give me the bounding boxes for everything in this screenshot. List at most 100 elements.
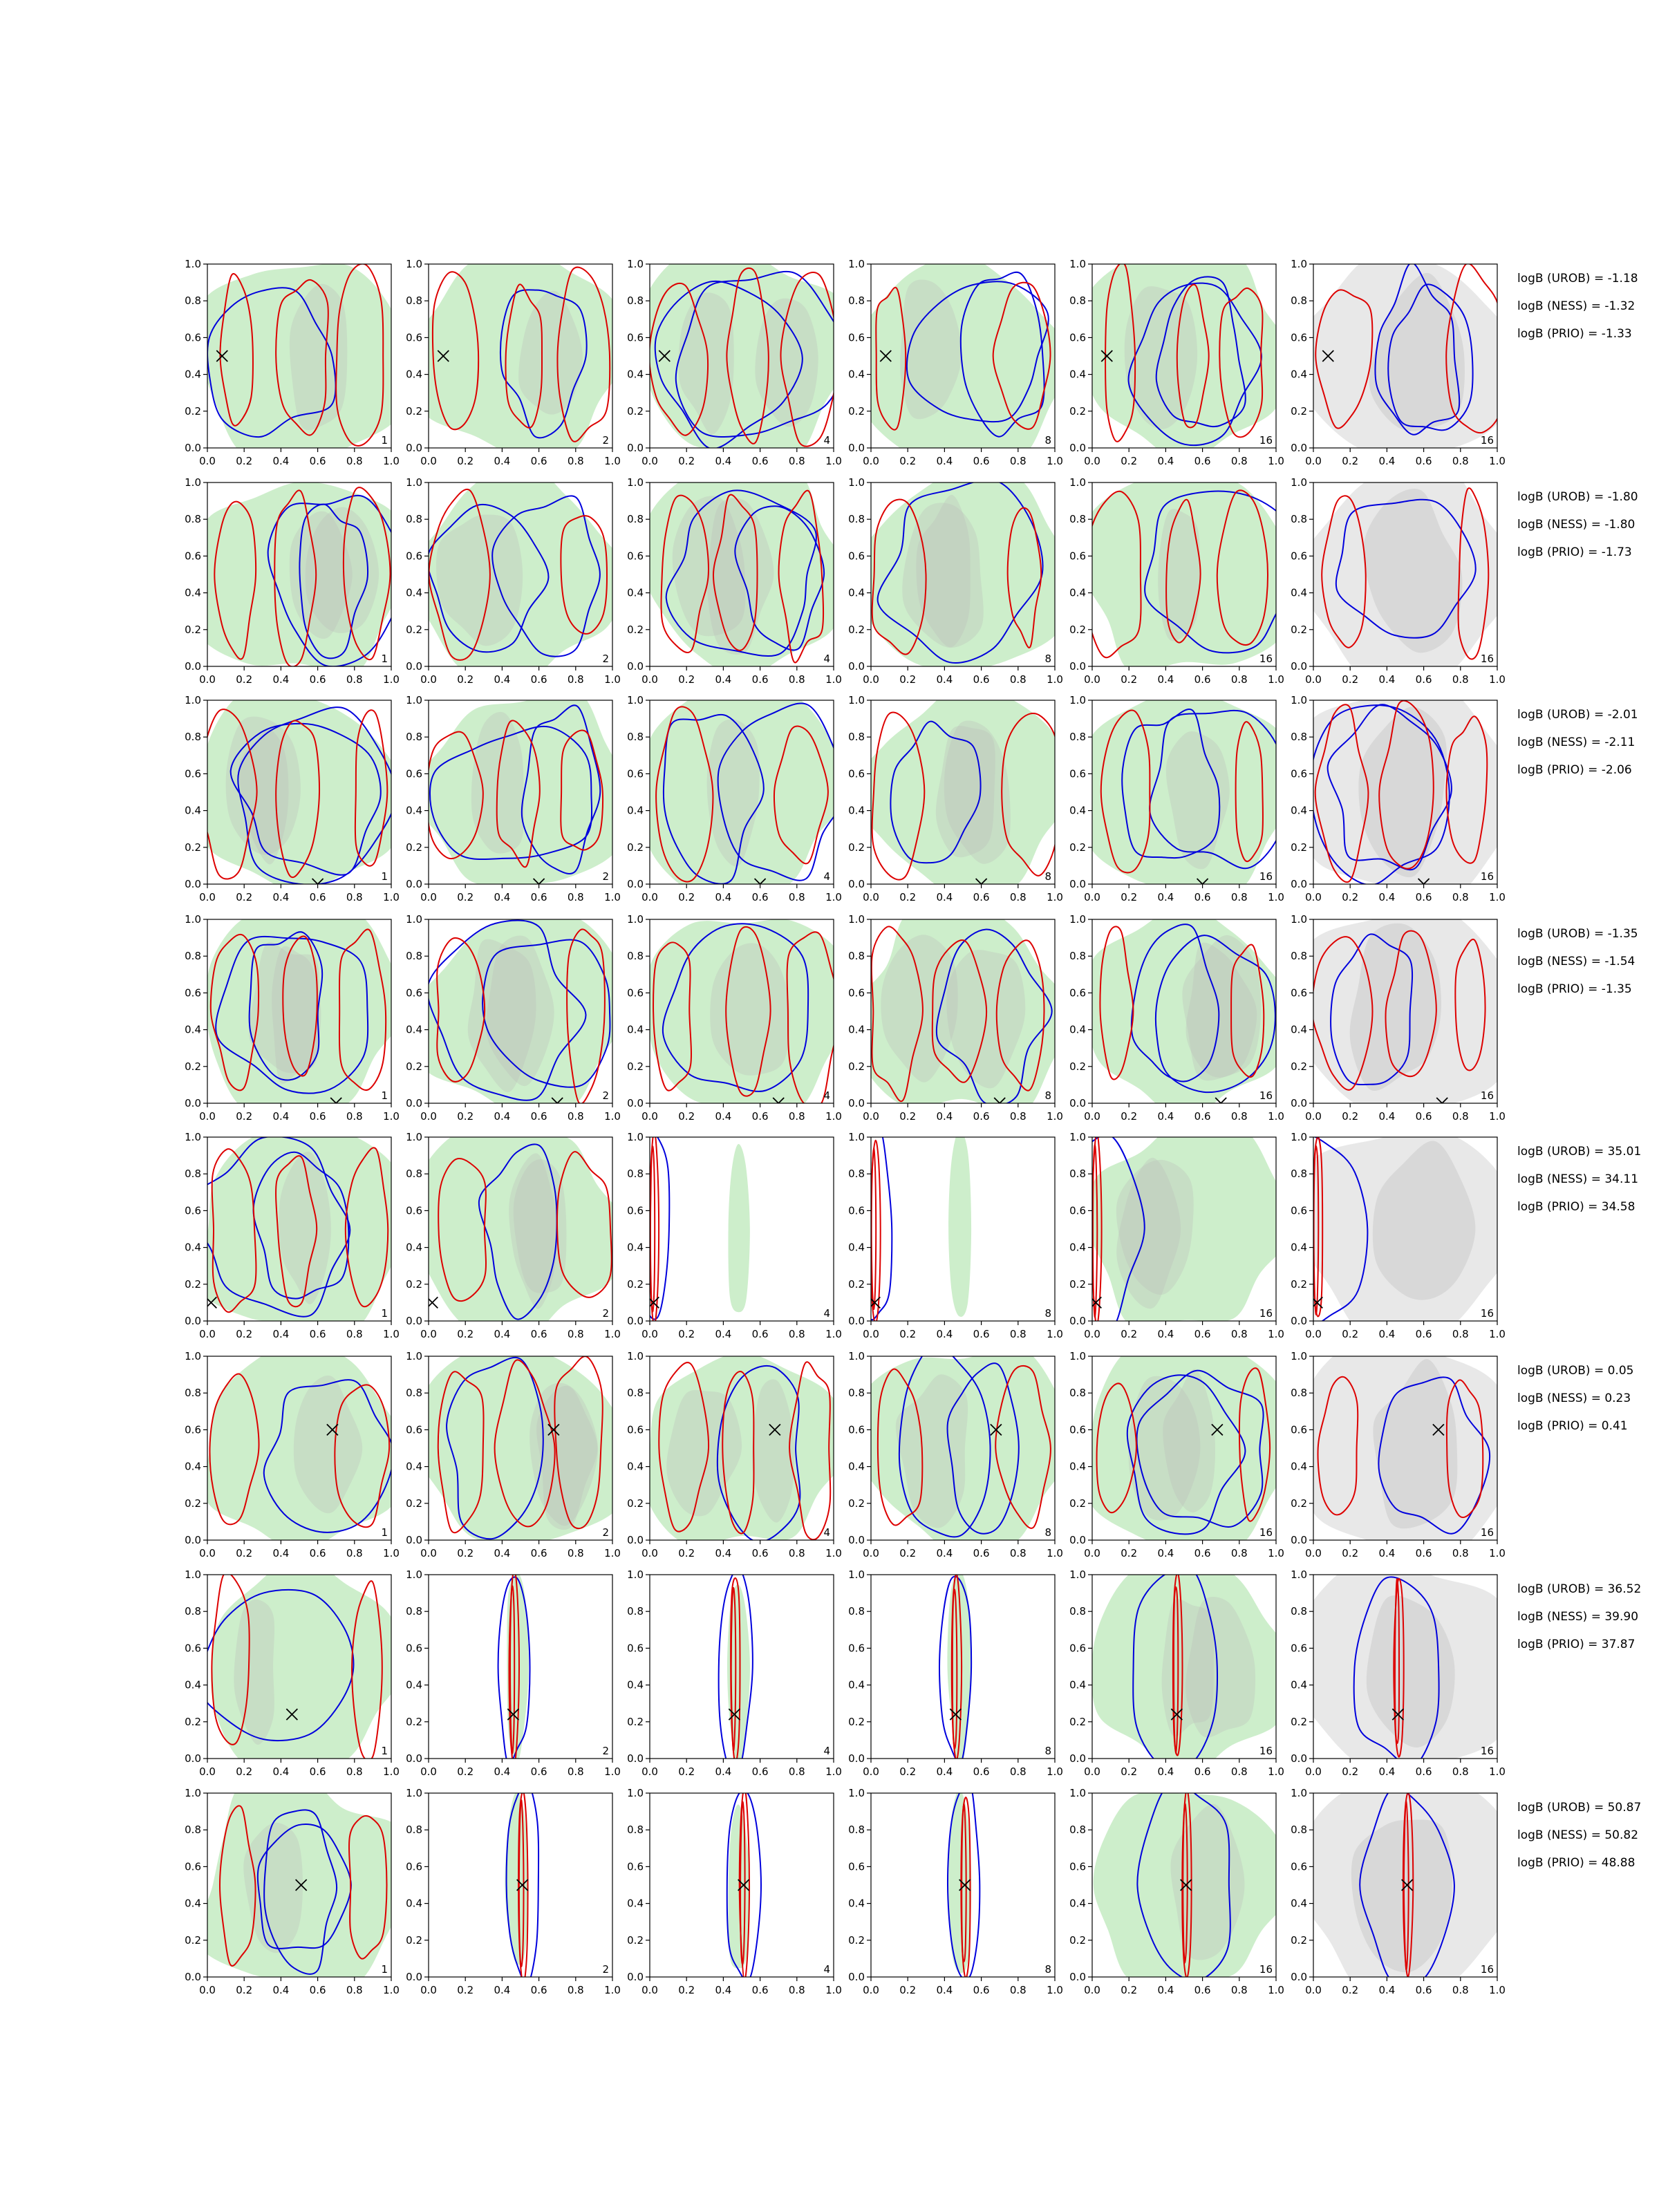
y-tick-label: 1.0 xyxy=(185,1131,201,1143)
blue-contour xyxy=(1092,1137,1145,1321)
sample-size-label: 1 xyxy=(381,1307,388,1320)
y-tick-label: 1.0 xyxy=(1069,258,1086,270)
x-tick-label: 1.0 xyxy=(825,455,842,467)
y-tick-label: 0.8 xyxy=(406,731,422,743)
true-value-marker xyxy=(1432,1423,1445,1436)
axes-frame xyxy=(1091,1356,1277,1541)
y-tick-label: 0.2 xyxy=(1069,1278,1086,1291)
density-fill-gray xyxy=(1170,1803,1245,1960)
x-tick-label: 0.2 xyxy=(678,891,695,903)
logB-urob-label: logB (UROB) = 36.52 xyxy=(1517,1582,1641,1596)
y-tick-label: 0.0 xyxy=(406,1534,422,1546)
y-tick-label: 0.0 xyxy=(185,1752,201,1765)
plot-area xyxy=(207,1575,391,1759)
y-tick-label: 0.2 xyxy=(406,1278,422,1291)
x-tick-label: 0.8 xyxy=(1231,1765,1248,1778)
axes-frame xyxy=(207,919,392,1104)
y-tick-label: 0.8 xyxy=(185,731,201,743)
x-tick-label: 0.0 xyxy=(1305,1328,1322,1340)
red-contour xyxy=(726,267,769,444)
true-value-marker xyxy=(1180,1879,1192,1891)
x-tick-label: 0.8 xyxy=(1010,891,1027,903)
y-tick-label: 1.0 xyxy=(627,258,644,270)
y-tick-label: 0.6 xyxy=(1291,767,1307,780)
y-tick-label: 0.2 xyxy=(406,1497,422,1510)
y-tick-label: 0.6 xyxy=(627,1204,644,1217)
y-tick-label: 0.6 xyxy=(406,767,422,780)
density-fill-green xyxy=(429,1356,612,1540)
x-tick-label: 1.0 xyxy=(1489,1110,1506,1123)
red-contour xyxy=(560,729,604,851)
x-tick-label: 0.0 xyxy=(1084,1110,1100,1123)
y-tick-label: 0.4 xyxy=(627,587,644,599)
y-tick-label: 0.4 xyxy=(1069,1241,1086,1254)
red-contour xyxy=(354,709,388,867)
x-tick-label: 1.0 xyxy=(1268,1547,1284,1559)
red-contour xyxy=(214,500,257,660)
x-tick-label: 0.4 xyxy=(1157,673,1174,686)
x-tick-label: 0.6 xyxy=(310,1328,326,1340)
sample-size-label: 4 xyxy=(823,653,830,665)
x-tick-label: 0.4 xyxy=(494,1765,510,1778)
red-contour xyxy=(275,279,329,436)
x-tick-label: 1.0 xyxy=(825,1110,842,1123)
blue-contour xyxy=(935,928,1053,1103)
true-value-marker xyxy=(285,1708,298,1721)
y-tick-label: 0.2 xyxy=(1291,1497,1307,1510)
plot-area xyxy=(650,700,834,884)
y-tick-label: 0.4 xyxy=(1291,1897,1307,1910)
y-tick-label: 0.8 xyxy=(1291,731,1307,743)
x-tick-label: 0.0 xyxy=(420,1984,437,1996)
x-tick-label: 0.2 xyxy=(1342,1547,1358,1559)
plot-area xyxy=(429,264,612,448)
panel-row: 0.00.00.20.20.40.40.60.60.80.81.01.010.0… xyxy=(185,913,1638,1123)
density-fill-green xyxy=(211,1575,391,1759)
x-tick-label: 0.6 xyxy=(973,1765,990,1778)
red-contour xyxy=(738,1793,751,1977)
x-tick-label: 0.8 xyxy=(346,673,363,686)
x-tick-label: 0.6 xyxy=(752,1984,769,1996)
red-contour xyxy=(650,1137,660,1321)
y-tick-label: 0.6 xyxy=(1069,986,1086,999)
x-tick-label: 0.8 xyxy=(1452,891,1469,903)
sample-size-label: 1 xyxy=(381,653,388,665)
red-contour xyxy=(556,266,611,442)
axes-frame xyxy=(649,919,834,1104)
sample-size-label: 1 xyxy=(381,1963,388,1976)
red-contour xyxy=(722,1371,755,1535)
logB-urob-label: logB (UROB) = 35.01 xyxy=(1517,1145,1641,1159)
subplot: 0.00.0 0.2 0.2 0.4 0.4 0.6 0.6 0.8 0.8 1.0 1.0 16 xyxy=(1069,913,1284,1123)
x-tick-label: 1.0 xyxy=(604,1328,621,1340)
density-fill-outer xyxy=(1313,1793,1497,1977)
blue-contour xyxy=(1359,1793,1455,1977)
x-tick-label: 0.6 xyxy=(973,455,990,467)
blue-contour xyxy=(1335,498,1477,639)
sample-size-label: 16 xyxy=(1259,1745,1273,1757)
axes-frame xyxy=(1313,700,1498,885)
x-tick-label: 1.0 xyxy=(604,1984,621,1996)
x-tick-label: 0.6 xyxy=(531,1984,547,1996)
y-tick-label: 0.4 xyxy=(627,805,644,817)
blue-contour xyxy=(229,722,382,876)
y-tick-label: 0.0 xyxy=(406,878,422,890)
subplot: 0.00.0 0.2 0.2 0.4 0.4 0.6 0.6 0.8 0.8 1.0 1.0 8 xyxy=(848,1350,1063,1559)
x-tick-label: 0.0 xyxy=(1305,673,1322,686)
y-tick-label: 1.0 xyxy=(406,1350,422,1362)
plot-area xyxy=(1093,1793,1276,1977)
blue-contour xyxy=(716,1365,801,1540)
plot-area xyxy=(871,482,1055,666)
x-tick-label: 0.2 xyxy=(457,1328,474,1340)
subplot: 0.00.0 0.2 0.2 0.4 0.4 0.6 0.6 0.8 0.8 1.0 1.0 1 xyxy=(185,1350,400,1559)
x-tick-label: 0.0 xyxy=(420,455,437,467)
x-tick-label: 0.6 xyxy=(1416,673,1432,686)
x-tick-label: 0.4 xyxy=(1378,891,1395,903)
y-tick-label: 1.0 xyxy=(1291,913,1307,926)
red-contour xyxy=(1105,264,1136,442)
x-tick-label: 1.0 xyxy=(604,673,621,686)
y-tick-label: 0.2 xyxy=(1069,841,1086,854)
subplot: 0.00.0 0.2 0.2 0.4 0.4 0.6 0.6 0.8 0.8 1.0 1.0 1 xyxy=(185,694,400,903)
plot-area xyxy=(1092,1137,1276,1321)
density-fill-green xyxy=(871,1356,1055,1540)
y-tick-label: 0.4 xyxy=(627,368,644,381)
y-tick-label: 0.6 xyxy=(848,1204,865,1217)
